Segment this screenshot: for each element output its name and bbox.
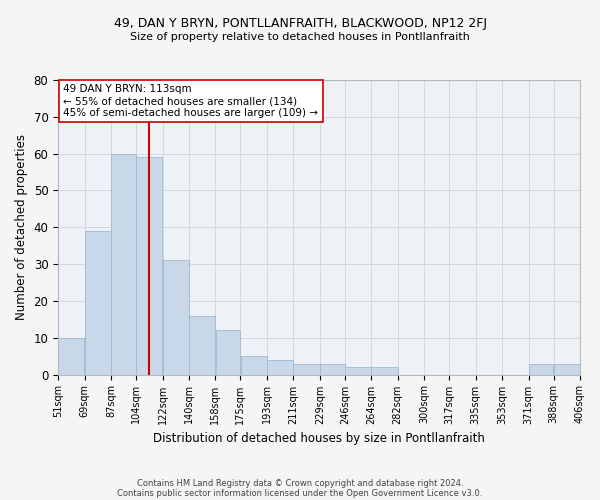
Bar <box>267 360 293 374</box>
Y-axis label: Number of detached properties: Number of detached properties <box>15 134 28 320</box>
Bar <box>136 158 163 374</box>
Bar <box>529 364 553 374</box>
Bar <box>241 356 267 374</box>
Bar <box>554 364 580 374</box>
Bar <box>371 367 398 374</box>
Bar <box>345 367 371 374</box>
Text: Size of property relative to detached houses in Pontllanfraith: Size of property relative to detached ho… <box>130 32 470 42</box>
X-axis label: Distribution of detached houses by size in Pontllanfraith: Distribution of detached houses by size … <box>153 432 485 445</box>
Bar <box>320 364 344 374</box>
Text: Contains public sector information licensed under the Open Government Licence v3: Contains public sector information licen… <box>118 488 482 498</box>
Bar <box>58 338 85 374</box>
Bar <box>189 316 215 374</box>
Bar <box>163 260 189 374</box>
Bar <box>293 364 320 374</box>
Bar <box>85 231 111 374</box>
Bar <box>215 330 241 374</box>
Bar <box>111 154 136 374</box>
Text: Contains HM Land Registry data © Crown copyright and database right 2024.: Contains HM Land Registry data © Crown c… <box>137 478 463 488</box>
Text: 49 DAN Y BRYN: 113sqm
← 55% of detached houses are smaller (134)
45% of semi-det: 49 DAN Y BRYN: 113sqm ← 55% of detached … <box>64 84 319 117</box>
Text: 49, DAN Y BRYN, PONTLLANFRAITH, BLACKWOOD, NP12 2FJ: 49, DAN Y BRYN, PONTLLANFRAITH, BLACKWOO… <box>113 18 487 30</box>
